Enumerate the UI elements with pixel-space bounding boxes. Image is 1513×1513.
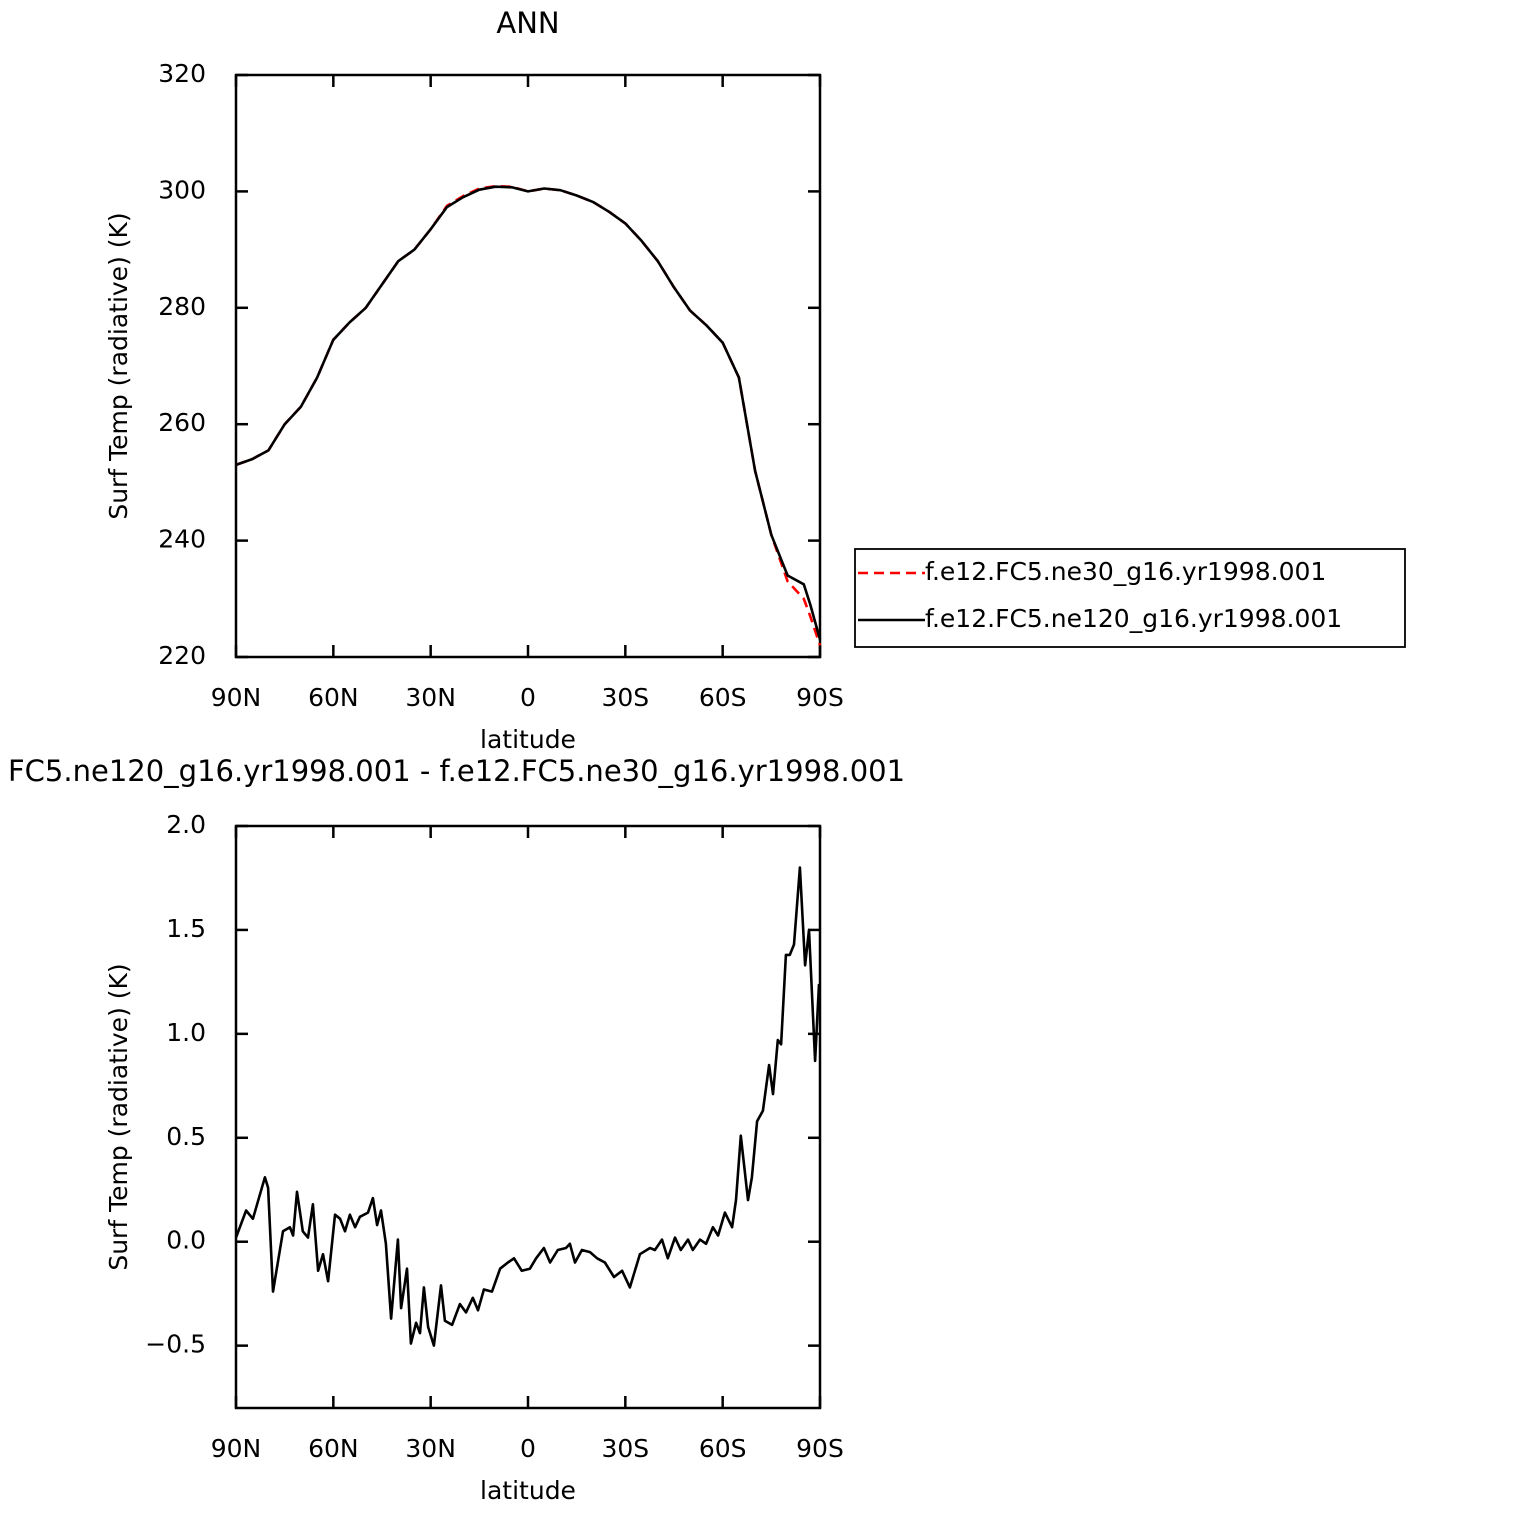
legend-label: f.e12.FC5.ne120_g16.yr1998.001 (925, 604, 1342, 633)
data-line (235, 185, 822, 640)
y-tick-label: 220 (158, 641, 206, 670)
y-tick-label: 320 (158, 59, 206, 88)
y-axis-label: Surf Temp (radiative) (K) (104, 212, 133, 519)
data-line (235, 184, 822, 646)
x-tick-label: 30N (405, 683, 456, 712)
y-axis-label: Surf Temp (radiative) (K) (104, 963, 133, 1270)
chart-title: FC5.ne120_g16.yr1998.001 - f.e12.FC5.ne3… (8, 754, 905, 788)
x-tick-label: 30S (601, 683, 649, 712)
x-tick-label: 90S (796, 1434, 844, 1463)
data-line (234, 866, 821, 1347)
y-tick-label: 280 (158, 292, 206, 321)
y-tick-label: 300 (158, 175, 206, 204)
x-tick-label: 90S (796, 683, 844, 712)
y-tick-label: −0.5 (145, 1330, 206, 1359)
y-tick-label: 1.5 (166, 914, 206, 943)
y-tick-label: 2.0 (166, 810, 206, 839)
x-axis-label: latitude (480, 1476, 576, 1505)
y-tick-label: 240 (158, 525, 206, 554)
x-axis-label: latitude (480, 725, 576, 754)
y-tick-label: 0.0 (166, 1226, 206, 1255)
chart-title: ANN (496, 6, 559, 40)
legend-box (854, 548, 1406, 648)
legend-label: f.e12.FC5.ne30_g16.yr1998.001 (925, 557, 1326, 586)
x-tick-label: 0 (520, 1434, 536, 1463)
y-tick-label: 1.0 (166, 1018, 206, 1047)
y-tick-label: 0.5 (166, 1122, 206, 1151)
plot-frame (234, 824, 822, 1410)
x-tick-label: 90N (211, 683, 262, 712)
x-tick-label: 60S (699, 1434, 747, 1463)
x-tick-label: 60N (308, 1434, 359, 1463)
x-tick-label: 30N (405, 1434, 456, 1463)
x-tick-label: 60N (308, 683, 359, 712)
x-tick-label: 60S (699, 683, 747, 712)
x-tick-label: 30S (601, 1434, 649, 1463)
y-tick-label: 260 (158, 408, 206, 437)
x-tick-label: 90N (211, 1434, 262, 1463)
x-tick-label: 0 (520, 683, 536, 712)
